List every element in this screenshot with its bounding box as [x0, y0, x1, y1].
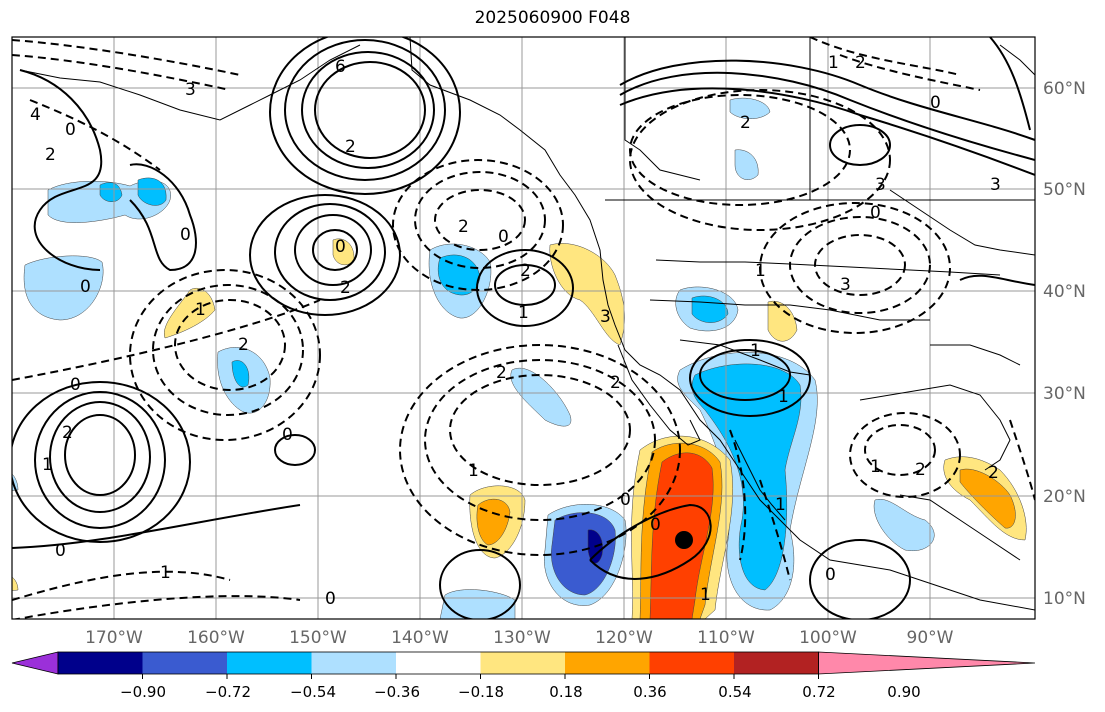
colorbar-swatch: [227, 652, 312, 674]
contour-label: 1: [778, 387, 789, 407]
contour-label: 2: [62, 423, 73, 443]
contour-label: 0: [55, 541, 66, 561]
contour-label: 1: [870, 457, 881, 477]
contour-lines: [12, 37, 1035, 619]
contour-label: 2: [496, 363, 507, 383]
contour-label: 2: [458, 217, 469, 237]
coastlines: [19, 37, 1035, 611]
contour-labels: 3 6 2 0 2 2 1 0 2 1 2 0 2 1 2 2 1 0 0 1 …: [30, 53, 1001, 609]
lon-label: 130°W: [493, 628, 551, 648]
colorbar-label: 0.90: [887, 683, 920, 701]
contour-label: 0: [180, 225, 191, 245]
contour-label: 1: [755, 261, 766, 281]
colorbar-ticks: [142, 674, 819, 679]
colorbar-label: −0.90: [120, 683, 166, 701]
latitude-labels: 60°N 50°N 40°N 30°N 20°N 10°N: [1043, 79, 1086, 609]
map-frame: [11, 36, 1036, 620]
colorbar-swatch: [396, 652, 481, 674]
contour-label: 1: [700, 585, 711, 605]
storm-center-dot: [675, 531, 693, 549]
contour-label: 0: [335, 237, 346, 257]
lon-label: 100°W: [799, 628, 857, 648]
contour-label: 6: [335, 57, 346, 77]
lon-label: 170°W: [85, 628, 143, 648]
contour-label: 0: [65, 120, 76, 140]
colorbar-swatch: [480, 652, 566, 674]
contour-label: 1: [518, 303, 529, 323]
contour-label: 0: [325, 589, 336, 609]
colorbar-label: 0.18: [549, 683, 582, 701]
contour-label: 2: [45, 145, 56, 165]
colorbar-label: 0.36: [633, 683, 666, 701]
contour-label: 3: [840, 275, 851, 295]
colorbar: −0.90 −0.72 −0.54 −0.36 −0.18 0.18 0.36 …: [11, 651, 1036, 701]
colorbar-extend-low: [11, 651, 59, 675]
lat-label: 30°N: [1043, 384, 1086, 404]
lon-label: 140°W: [391, 628, 449, 648]
contour-label: 2: [345, 137, 356, 157]
contour-label: 0: [498, 227, 509, 247]
contour-label: 0: [80, 277, 91, 297]
colorbar-label: −0.36: [374, 683, 420, 701]
contour-label: 2: [988, 463, 999, 483]
contour-label: 2: [238, 335, 249, 355]
colorbar-swatch: [565, 652, 650, 674]
contour-label: 1: [160, 563, 171, 583]
contour-label: 1: [750, 341, 761, 361]
contour-label: 3: [990, 175, 1001, 195]
contour-label: 0: [70, 375, 81, 395]
lat-label: 10°N: [1043, 589, 1086, 609]
contour-label: 2: [520, 261, 531, 281]
lat-label: 50°N: [1043, 180, 1086, 200]
contour-label: 2: [855, 53, 866, 73]
contour-label: 2: [740, 113, 751, 133]
contour-label: 4: [30, 105, 41, 125]
lon-label: 160°W: [187, 628, 245, 648]
map-title: 2025060900 F048: [474, 8, 631, 28]
contour-label: 0: [620, 490, 631, 510]
colorbar-extend-high: [818, 651, 1036, 675]
colorbar-label: −0.72: [205, 683, 251, 701]
colorbar-label: 0.54: [718, 683, 751, 701]
lat-label: 60°N: [1043, 79, 1086, 99]
colorbar-swatches: [11, 651, 1036, 675]
lon-label: 150°W: [289, 628, 347, 648]
colorbar-label: −0.18: [458, 683, 504, 701]
contour-label: 0: [282, 425, 293, 445]
colorbar-swatch: [734, 652, 819, 674]
longitude-labels: 170°W 160°W 150°W 140°W 130°W 120°W 110°…: [85, 628, 954, 648]
contour-label: 0: [825, 565, 836, 585]
contour-label: 1: [468, 461, 479, 481]
colorbar-swatch: [142, 652, 228, 674]
contour-label: 0: [870, 203, 881, 223]
contour-label: 1: [42, 455, 53, 475]
contour-label: 1: [828, 53, 839, 73]
colorbar-border: [57, 651, 819, 675]
lat-label: 40°N: [1043, 282, 1086, 302]
contour-lines-dashed: [12, 37, 1035, 619]
colorbar-swatch: [649, 652, 735, 674]
contour-label: 3: [600, 307, 611, 327]
lon-label: 110°W: [697, 628, 755, 648]
colorbar-swatch: [311, 652, 397, 674]
colorbar-swatch: [58, 652, 143, 674]
lon-label: 90°W: [907, 628, 954, 648]
contour-label: 3: [875, 175, 886, 195]
colorbar-labels: −0.90 −0.72 −0.54 −0.36 −0.18 0.18 0.36 …: [120, 683, 921, 701]
contour-label: 3: [185, 80, 196, 100]
contour-label: 2: [915, 460, 926, 480]
contour-label: 1: [775, 495, 786, 515]
lat-label: 20°N: [1043, 487, 1086, 507]
colorbar-label: 0.72: [802, 683, 835, 701]
colorbar-label: −0.54: [290, 683, 336, 701]
lon-label: 120°W: [595, 628, 653, 648]
contour-label: 1: [195, 300, 206, 320]
contour-label: 0: [650, 515, 661, 535]
contour-label: 2: [340, 278, 351, 298]
contour-label: 2: [610, 373, 621, 393]
contour-label: 0: [930, 93, 941, 113]
